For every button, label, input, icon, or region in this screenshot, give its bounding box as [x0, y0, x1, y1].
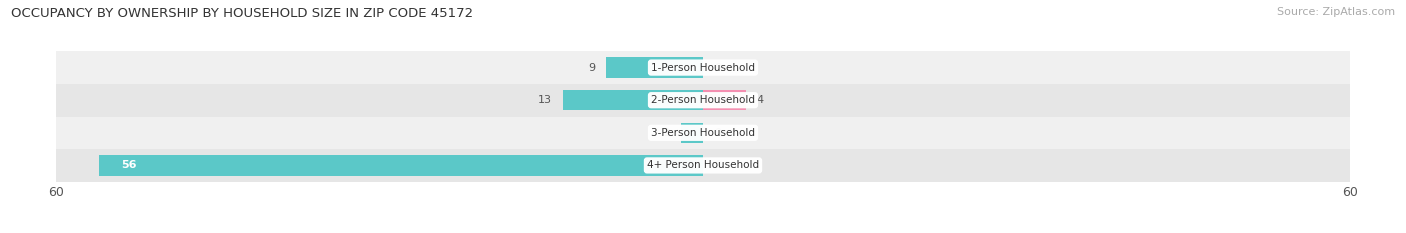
Text: 0: 0 [714, 63, 721, 72]
Text: Source: ZipAtlas.com: Source: ZipAtlas.com [1277, 7, 1395, 17]
Text: 4: 4 [756, 95, 763, 105]
FancyBboxPatch shape [56, 51, 1350, 84]
Text: 13: 13 [538, 95, 553, 105]
Text: 1-Person Household: 1-Person Household [651, 63, 755, 72]
FancyBboxPatch shape [56, 149, 1350, 182]
Bar [703, 90, 747, 110]
Text: OCCUPANCY BY OWNERSHIP BY HOUSEHOLD SIZE IN ZIP CODE 45172: OCCUPANCY BY OWNERSHIP BY HOUSEHOLD SIZE… [11, 7, 474, 20]
Bar [606, 58, 703, 78]
Bar [100, 155, 703, 175]
Bar [562, 90, 703, 110]
FancyBboxPatch shape [56, 116, 1350, 149]
Text: 2: 2 [664, 128, 671, 138]
Text: 4+ Person Household: 4+ Person Household [647, 161, 759, 170]
Text: 3-Person Household: 3-Person Household [651, 128, 755, 138]
Text: 56: 56 [121, 161, 136, 170]
FancyBboxPatch shape [56, 84, 1350, 116]
Text: 0: 0 [714, 128, 721, 138]
Text: 2-Person Household: 2-Person Household [651, 95, 755, 105]
Text: 9: 9 [588, 63, 595, 72]
Text: 0: 0 [714, 161, 721, 170]
Bar [682, 123, 703, 143]
